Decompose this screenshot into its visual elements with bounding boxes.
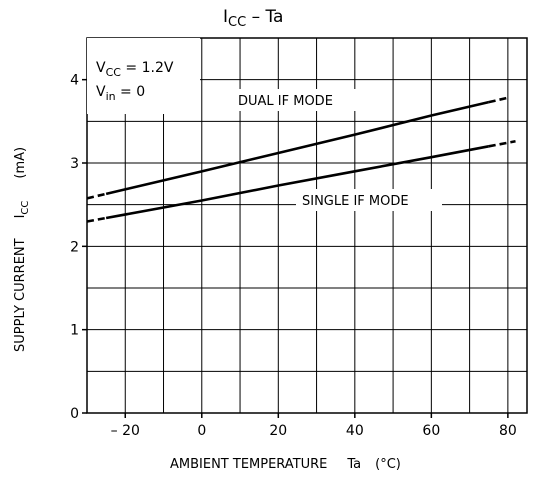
x-tick-labels: – 20 0 20 40 60 80 [111, 423, 517, 439]
chart-title: ICC – Ta [223, 7, 283, 30]
x-tick-label: 40 [346, 423, 364, 439]
series-label-single: SINGLE IF MODE [302, 194, 409, 209]
dual-label-bg [230, 89, 376, 111]
series-extension-end-1 [488, 140, 516, 148]
y-tick-label: 2 [70, 239, 79, 255]
series-extension-start-1 [86, 216, 107, 223]
y-tick-label: 4 [70, 73, 79, 89]
x-tick-label: – 20 [111, 423, 140, 439]
conditions-box [87, 38, 200, 114]
x-tick-label: 0 [197, 423, 206, 439]
series-line-0 [105, 100, 490, 196]
series-line-1 [105, 145, 489, 220]
y-axis-label: SUPPLY CURRENTICC(mA) [13, 147, 31, 352]
y-tick-label: 0 [70, 406, 79, 422]
condition-vcc: VCC = 1.2V [96, 60, 174, 79]
x-tick-label: 60 [422, 423, 440, 439]
y-tick-labels: 0 1 2 3 4 [70, 73, 79, 422]
y-tick-label: 3 [70, 156, 79, 172]
single-label-bg [296, 189, 442, 211]
series-label-dual: DUAL IF MODE [238, 94, 333, 109]
series-extension-start-0 [86, 192, 107, 200]
series-extension-end-0 [488, 96, 509, 104]
x-tick-label: 20 [269, 423, 287, 439]
y-tick-label: 1 [70, 323, 79, 339]
x-tick-label: 80 [499, 423, 517, 439]
x-axis-label: AMBIENT TEMPERATURE Ta (°C) [170, 457, 401, 472]
series-group [86, 96, 516, 223]
grid [82, 37, 528, 418]
condition-vin: Vin = 0 [96, 84, 145, 103]
plot-frame [86, 37, 528, 414]
